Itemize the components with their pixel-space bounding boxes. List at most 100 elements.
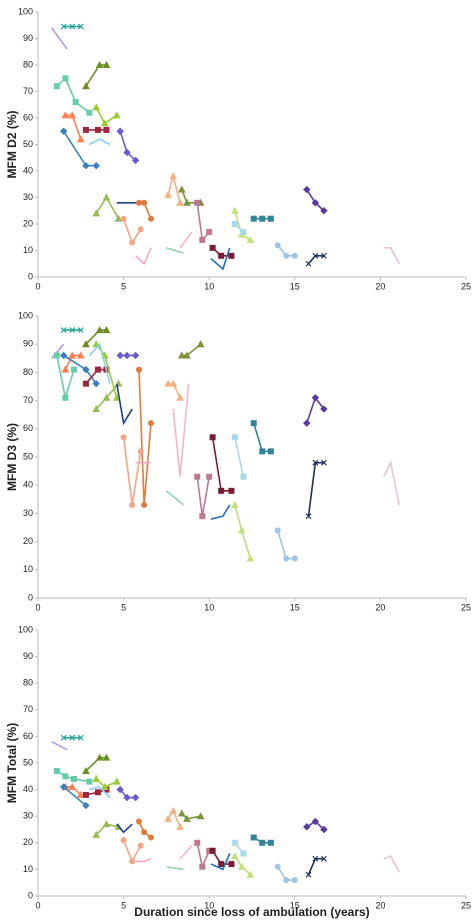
y-tick-label: 30 [23,508,33,518]
series-line [135,247,152,266]
y-tick-label: 70 [23,395,33,405]
marker [305,260,312,267]
marker [92,161,100,170]
marker [176,198,184,206]
marker [129,858,136,865]
marker [100,782,109,790]
marker [259,215,266,222]
y-tick-label: 90 [23,651,33,661]
series [116,823,133,834]
series-line [51,741,68,751]
marker [320,825,328,834]
marker [194,199,201,206]
marker [77,734,84,741]
series-line [51,27,68,50]
marker [102,193,111,201]
marker [69,327,76,334]
marker [70,775,77,782]
marker [86,778,93,785]
series [53,75,93,116]
series-line [56,770,90,783]
marker [112,111,121,119]
y-tick-label: 50 [23,757,33,767]
series-line [383,855,400,873]
series [274,242,298,259]
marker [68,782,77,790]
marker [259,839,266,846]
series [92,774,121,790]
series [383,855,400,873]
marker [228,487,235,494]
marker [291,877,298,884]
series [88,138,111,146]
series [166,247,184,254]
y-axis-label: MFM D3 (%) [5,423,19,491]
marker [53,352,60,359]
marker [112,777,121,785]
series [231,852,255,878]
marker [102,326,111,334]
marker [320,405,328,413]
series [231,839,247,857]
series [209,244,235,259]
series-line [89,786,111,799]
marker [250,215,257,222]
series [60,734,84,741]
series [210,853,231,871]
marker [82,126,89,133]
marker [100,119,109,127]
series-line [115,383,133,426]
series [250,420,274,455]
y-axis-label: MFM D2 (%) [5,111,19,179]
marker [76,351,85,359]
series [177,809,205,822]
marker [147,215,154,222]
series [60,327,84,334]
series [210,247,231,271]
marker [206,473,213,480]
marker [136,199,143,206]
series-line [383,247,400,265]
marker [177,351,186,359]
marker [169,172,178,180]
marker [60,23,67,30]
y-tick-label: 40 [23,165,33,175]
marker [177,809,186,817]
x-tick-label: 15 [290,900,300,910]
marker [69,23,76,30]
marker [218,487,225,494]
marker [176,822,184,830]
series-line [210,504,231,520]
series-line [95,778,118,788]
y-tick-label: 30 [23,811,33,821]
series [59,783,90,810]
marker [94,366,101,373]
marker [131,156,140,165]
marker [53,83,60,90]
series-line [135,858,152,863]
y-tick-label: 80 [23,678,33,688]
series [61,111,85,143]
marker [303,419,311,427]
marker [77,23,84,30]
marker [231,839,238,846]
marker [116,351,124,360]
series-line [122,839,142,864]
x-tick-label: 10 [204,281,214,291]
y-tick-label: 90 [23,339,33,349]
marker [95,326,104,334]
marker [59,351,68,360]
marker [194,473,201,480]
marker [177,185,186,193]
series [59,351,100,388]
marker [116,127,124,135]
series [51,741,68,751]
series [51,343,65,359]
marker [131,793,140,802]
series [231,434,247,480]
marker [94,126,101,133]
marker [147,834,154,841]
series-line [116,823,133,834]
marker [92,209,101,217]
marker [136,366,143,373]
